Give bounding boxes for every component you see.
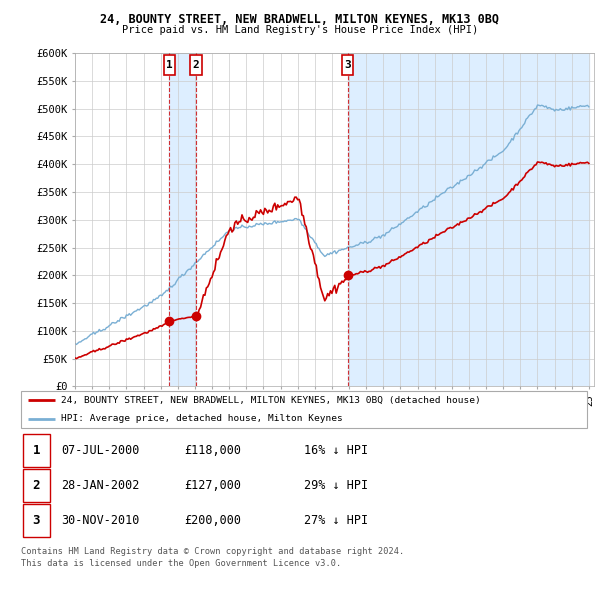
Text: 3: 3 bbox=[344, 60, 351, 70]
FancyBboxPatch shape bbox=[164, 55, 175, 75]
Text: 1: 1 bbox=[166, 60, 173, 70]
Text: Contains HM Land Registry data © Crown copyright and database right 2024.: Contains HM Land Registry data © Crown c… bbox=[21, 547, 404, 556]
Text: 29% ↓ HPI: 29% ↓ HPI bbox=[305, 478, 368, 492]
FancyBboxPatch shape bbox=[23, 504, 50, 536]
FancyBboxPatch shape bbox=[23, 469, 50, 502]
FancyBboxPatch shape bbox=[23, 434, 50, 467]
FancyBboxPatch shape bbox=[190, 55, 202, 75]
Text: 1: 1 bbox=[32, 444, 40, 457]
Text: 07-JUL-2000: 07-JUL-2000 bbox=[61, 444, 139, 457]
Text: 2: 2 bbox=[193, 60, 200, 70]
Text: 2: 2 bbox=[32, 478, 40, 492]
FancyBboxPatch shape bbox=[21, 391, 587, 428]
Text: £200,000: £200,000 bbox=[184, 514, 241, 527]
Text: 30-NOV-2010: 30-NOV-2010 bbox=[61, 514, 139, 527]
Bar bbox=[347, 53, 589, 386]
Text: £118,000: £118,000 bbox=[184, 444, 241, 457]
Text: 24, BOUNTY STREET, NEW BRADWELL, MILTON KEYNES, MK13 0BQ: 24, BOUNTY STREET, NEW BRADWELL, MILTON … bbox=[101, 13, 499, 26]
Text: This data is licensed under the Open Government Licence v3.0.: This data is licensed under the Open Gov… bbox=[21, 559, 341, 568]
Text: Price paid vs. HM Land Registry's House Price Index (HPI): Price paid vs. HM Land Registry's House … bbox=[122, 25, 478, 35]
Text: £127,000: £127,000 bbox=[184, 478, 241, 492]
FancyBboxPatch shape bbox=[342, 55, 353, 75]
Bar bbox=[169, 53, 196, 386]
Text: 24, BOUNTY STREET, NEW BRADWELL, MILTON KEYNES, MK13 0BQ (detached house): 24, BOUNTY STREET, NEW BRADWELL, MILTON … bbox=[61, 396, 481, 405]
Text: HPI: Average price, detached house, Milton Keynes: HPI: Average price, detached house, Milt… bbox=[61, 414, 343, 423]
Text: 27% ↓ HPI: 27% ↓ HPI bbox=[305, 514, 368, 527]
Text: 16% ↓ HPI: 16% ↓ HPI bbox=[305, 444, 368, 457]
Text: 28-JAN-2002: 28-JAN-2002 bbox=[61, 478, 139, 492]
Text: 3: 3 bbox=[32, 514, 40, 527]
